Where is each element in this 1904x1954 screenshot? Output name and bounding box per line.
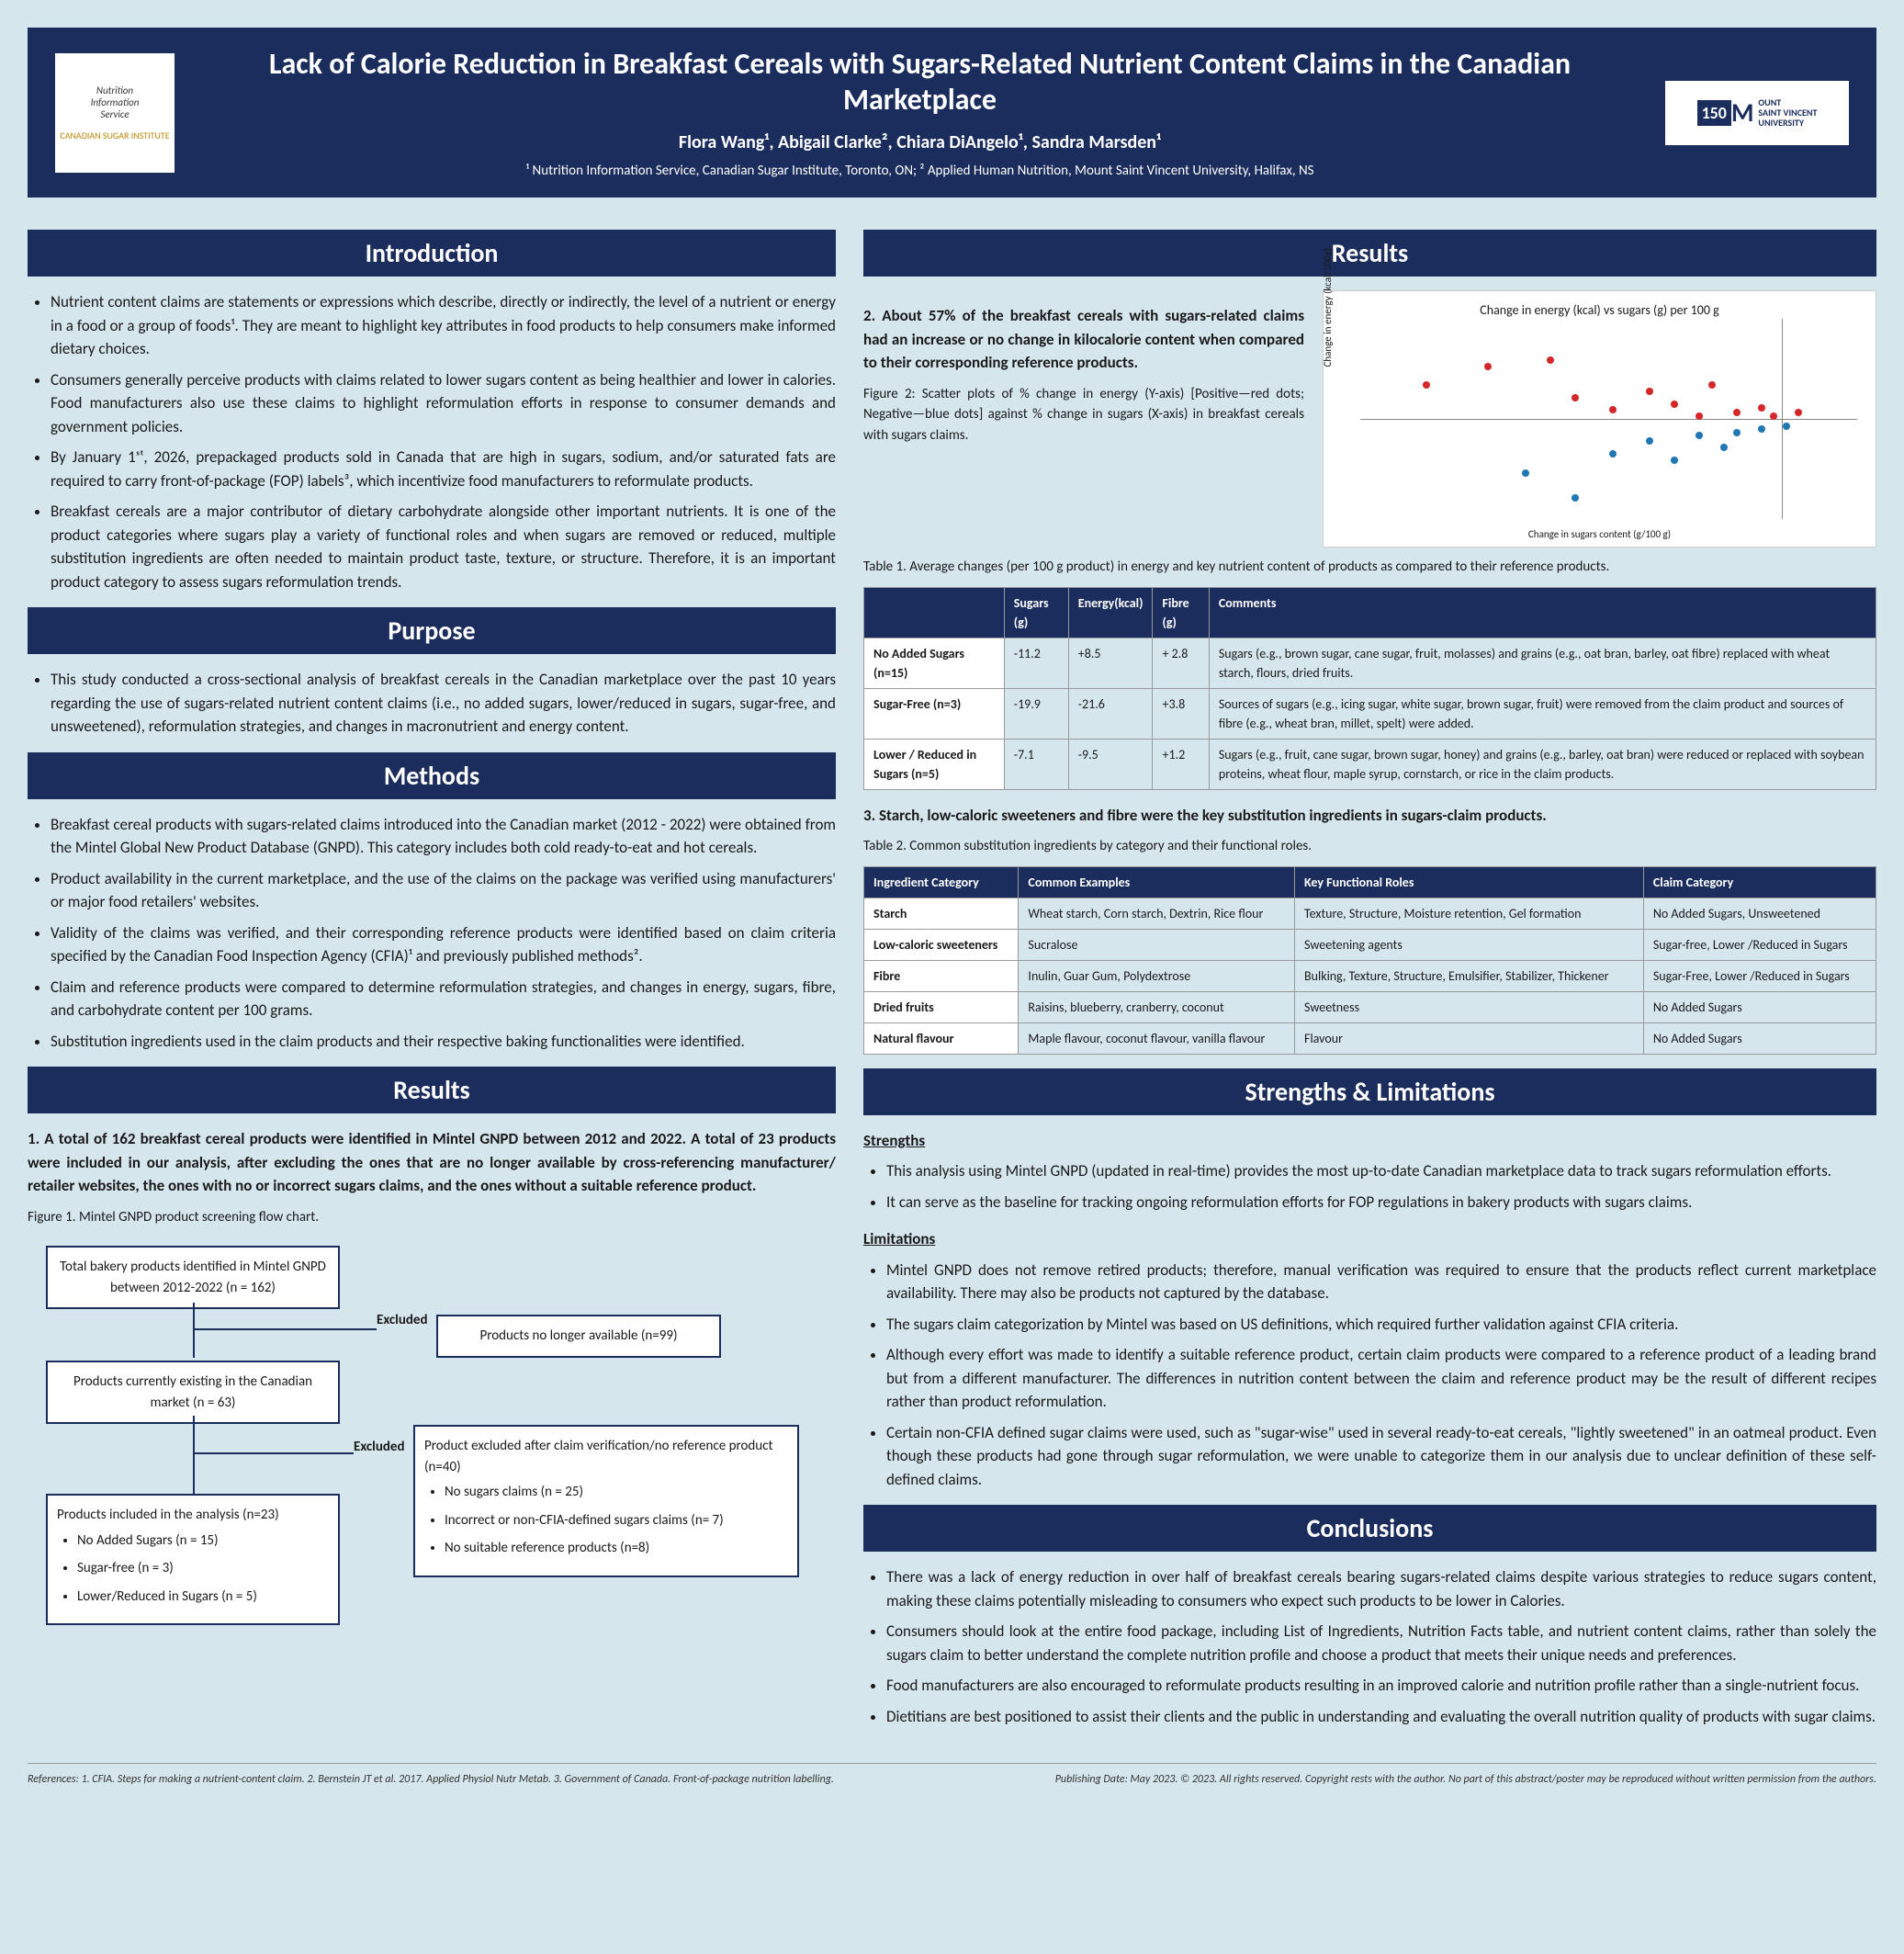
purpose-header: Purpose bbox=[28, 607, 836, 654]
table1-caption: Table 1. Average changes (per 100 g prod… bbox=[863, 557, 1876, 578]
excluded-label-2: Excluded bbox=[354, 1437, 405, 1458]
methods-header: Methods bbox=[28, 752, 836, 799]
methods-list: Breakfast cereal products with sugars-re… bbox=[28, 813, 836, 1054]
fig1-caption: Figure 1. Mintel GNPD product screening … bbox=[28, 1207, 836, 1228]
poster-title: Lack of Calorie Reduction in Breakfast C… bbox=[202, 46, 1638, 118]
scatter-plot: Change in energy (kcal) vs sugars (g) pe… bbox=[1323, 290, 1876, 548]
table2-caption: Table 2. Common substitution ingredients… bbox=[863, 836, 1876, 857]
sl-header: Strengths & Limitations bbox=[863, 1068, 1876, 1115]
authors: Flora Wang¹, Abigail Clarke², Chiara DiA… bbox=[202, 131, 1638, 153]
poster-header: NutritionInformationService CANADIAN SUG… bbox=[28, 28, 1876, 198]
result1-text: 1. A total of 162 breakfast cereal produ… bbox=[28, 1127, 836, 1198]
results-header-left: Results bbox=[28, 1067, 836, 1113]
conclusions-header: Conclusions bbox=[863, 1505, 1876, 1552]
intro-list: Nutrient content claims are statements o… bbox=[28, 290, 836, 593]
footer: References: 1. CFIA. Steps for making a … bbox=[28, 1763, 1876, 1795]
strengths-heading: Strengths bbox=[863, 1129, 1876, 1153]
flowchart: Total bakery products identified in Mint… bbox=[28, 1237, 836, 1650]
limitations-heading: Limitations bbox=[863, 1227, 1876, 1251]
limitations-list: Mintel GNPD does not remove retired prod… bbox=[863, 1259, 1876, 1492]
table1: Sugars (g)Energy(kcal)Fibre (g)CommentsN… bbox=[863, 587, 1876, 790]
footer-copyright: Publishing Date: May 2023. © 2023. All r… bbox=[1055, 1773, 1876, 1786]
flow-box-ex2: Product excluded after claim verificatio… bbox=[413, 1425, 799, 1577]
results-header-right: Results bbox=[863, 230, 1876, 277]
flow-box-ex1: Products no longer available (n=99) bbox=[436, 1315, 721, 1358]
logo-mount-saint-vincent: 150 M OUNTSAINT VINCENTUNIVERSITY bbox=[1665, 81, 1849, 145]
flow-box-included: Products included in the analysis (n=23)… bbox=[46, 1494, 340, 1625]
affiliations: ¹ Nutrition Information Service, Canadia… bbox=[202, 163, 1638, 179]
result3-text: 3. Starch, low-caloric sweeteners and fi… bbox=[863, 804, 1876, 828]
flow-box-current: Products currently existing in the Canad… bbox=[46, 1361, 340, 1424]
logo-nutrition-info-service: NutritionInformationService CANADIAN SUG… bbox=[55, 53, 175, 173]
table2: Ingredient CategoryCommon ExamplesKey Fu… bbox=[863, 866, 1876, 1055]
excluded-label-1: Excluded bbox=[377, 1310, 428, 1331]
intro-header: Introduction bbox=[28, 230, 836, 277]
purpose-list: This study conducted a cross-sectional a… bbox=[28, 668, 836, 739]
conclusions-list: There was a lack of energy reduction in … bbox=[863, 1565, 1876, 1728]
flow-box-total: Total bakery products identified in Mint… bbox=[46, 1246, 340, 1309]
strengths-list: This analysis using Mintel GNPD (updated… bbox=[863, 1159, 1876, 1214]
footer-references: References: 1. CFIA. Steps for making a … bbox=[28, 1773, 834, 1786]
fig2-caption: Figure 2: Scatter plots of % change in e… bbox=[863, 384, 1304, 446]
result2-text: 2. About 57% of the breakfast cereals wi… bbox=[863, 304, 1304, 375]
